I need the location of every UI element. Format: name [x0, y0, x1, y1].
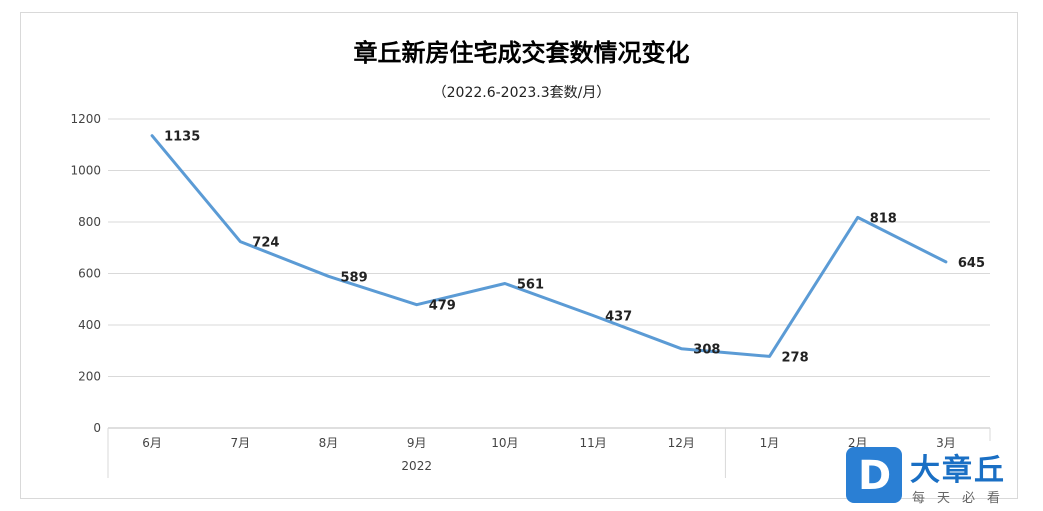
- data-label: 308: [693, 343, 720, 358]
- x-tick-label: 3月: [936, 436, 956, 450]
- y-tick-label: 1000: [70, 164, 101, 178]
- x-tick-label: 8月: [319, 436, 339, 450]
- data-label: 278: [782, 350, 809, 365]
- watermark-tagline: 每天必看: [912, 491, 1013, 506]
- series-polyline: [150, 134, 948, 358]
- data-labels: 1135 724 589 479 561 437 308 278 818 645: [164, 130, 985, 366]
- data-label: 479: [429, 299, 456, 314]
- chart-subtitle: （2022.6-2023.3套数/月）: [432, 85, 611, 101]
- data-label: 818: [870, 211, 897, 226]
- x-tick-label: 12月: [668, 436, 695, 450]
- data-label: 589: [341, 270, 368, 285]
- y-tick-label: 600: [78, 267, 101, 281]
- gridlines: [108, 118, 990, 429]
- y-tick-label: 1200: [70, 112, 101, 126]
- watermark-logo-letter: D: [858, 453, 892, 499]
- x-tick-label: 11月: [579, 436, 606, 450]
- y-tick-label: 200: [78, 370, 101, 384]
- x-tick-label: 7月: [230, 436, 250, 450]
- x-tick-label: 1月: [760, 436, 780, 450]
- watermark: D 大章丘 每天必看: [838, 443, 1043, 511]
- data-label: 645: [958, 256, 985, 271]
- y-tick-label: 800: [78, 215, 101, 229]
- data-label: 561: [517, 278, 544, 293]
- data-label: 437: [605, 309, 632, 324]
- x-tick-label: 2月: [848, 436, 868, 450]
- x-tick-label: 9月: [407, 436, 427, 450]
- x-tick-label: 10月: [491, 436, 518, 450]
- x-tick-label: 6月: [142, 436, 162, 450]
- watermark-logo: D: [846, 447, 902, 503]
- series-line: [150, 134, 948, 358]
- y-axis-ticks: 0 200 400 600 800 1000 1200: [70, 112, 101, 435]
- y-tick-label: 400: [78, 318, 101, 332]
- watermark-name: 大章丘: [910, 453, 1006, 488]
- data-label: 1135: [164, 130, 200, 145]
- data-label: 724: [252, 236, 279, 251]
- chart-title: 章丘新房住宅成交套数情况变化: [353, 39, 690, 67]
- y-tick-label: 0: [93, 421, 101, 435]
- x-axis: 6月 7月 8月 9月 10月 11月 12月 1月 2月 3月 2022: [107, 428, 991, 478]
- chart-frame: [20, 12, 1018, 499]
- x-group-label: 2022: [401, 459, 432, 473]
